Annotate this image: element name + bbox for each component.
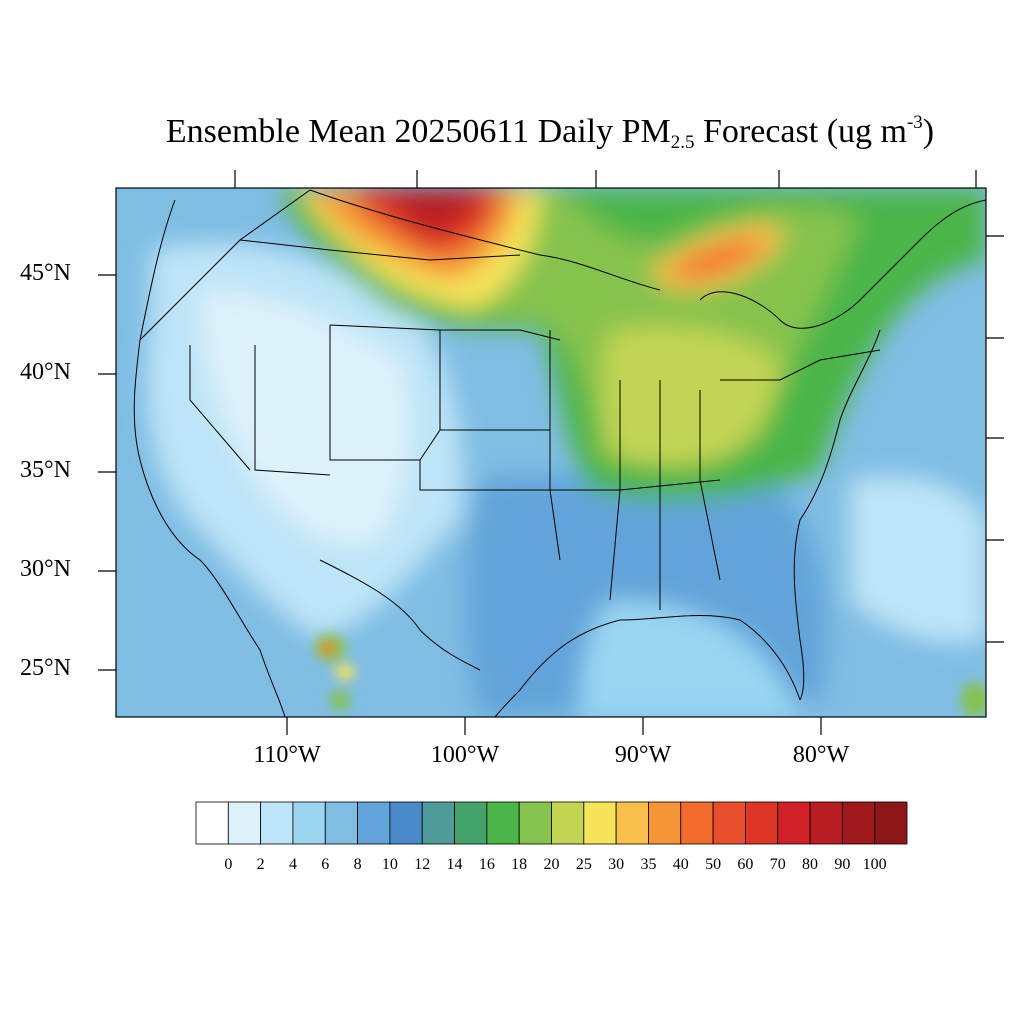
lat-label-45: 45°N (20, 260, 71, 286)
colorbar-box-17 (745, 801, 779, 845)
colorbar-label-16: 60 (737, 856, 754, 873)
colorbar-label-1: 2 (256, 856, 265, 873)
colorbar-label-4: 8 (353, 856, 362, 873)
colorbar-box-6 (389, 801, 423, 845)
lon-label-90: 90°W (614, 742, 672, 768)
right-ticks (986, 235, 1004, 643)
colorbar-box-18 (777, 801, 811, 845)
colorbar-box-16 (712, 801, 746, 845)
colorbar-label-13: 35 (640, 856, 657, 873)
colorbar-label-17: 70 (769, 856, 786, 873)
boundaries (133, 189, 986, 717)
lat-label-25: 25°N (20, 655, 71, 681)
lat-label-40: 40°N (20, 359, 71, 385)
colorbar-box-2 (260, 801, 294, 845)
colorbar-label-10: 20 (543, 856, 560, 873)
top-ticks (234, 170, 977, 188)
colorbar-box-7 (421, 801, 455, 845)
lon-label-80: 80°W (792, 742, 850, 768)
colorbar-label-18: 80 (802, 856, 819, 873)
bottom-ticks (286, 717, 822, 735)
colorbar-box-0 (195, 801, 229, 845)
colorbar-label-5: 10 (381, 856, 398, 873)
colorbar-label-2: 4 (288, 856, 297, 873)
lat-label-30: 30°N (20, 556, 71, 582)
colorbar-label-20: 100 (862, 856, 887, 873)
pm25-field (116, 188, 986, 717)
colorbar-label-0: 0 (224, 856, 233, 873)
colorbar-box-21 (874, 801, 908, 845)
colorbar-label-3: 6 (321, 856, 330, 873)
colorbar-box-5 (357, 801, 391, 845)
colorbar-box-20 (841, 801, 876, 845)
colorbar-box-8 (454, 801, 488, 845)
colorbar-box-11 (551, 801, 585, 845)
lat-label-35: 35°N (20, 457, 71, 483)
colorbar-label-7: 14 (446, 856, 463, 873)
colorbar-label-9: 18 (511, 856, 528, 873)
colorbar-box-1 (227, 801, 262, 845)
colorbar-box-9 (486, 801, 520, 845)
colorbar-box-15 (680, 801, 714, 845)
lon-label-100: 100°W (430, 742, 500, 768)
colorbar-label-6: 12 (414, 856, 431, 873)
colorbar-box-3 (292, 801, 326, 845)
colorbar-label-15: 50 (705, 856, 722, 873)
colorbar-box-19 (809, 801, 843, 845)
colorbar-label-19: 90 (834, 856, 851, 873)
colorbar-label-11: 25 (575, 856, 592, 873)
map-frame (115, 187, 987, 718)
colorbar-label-12: 30 (608, 856, 625, 873)
colorbar-label-8: 16 (478, 856, 495, 873)
colorbar-box-4 (324, 801, 358, 845)
colorbar-box-13 (615, 801, 649, 845)
colorbar-box-10 (518, 801, 552, 845)
colorbar-box-14 (648, 801, 682, 845)
left-ticks (98, 274, 116, 671)
colorbar-box-12 (583, 801, 617, 845)
chart-title: Ensemble Mean 20250611 Daily PM2.5 Forec… (165, 112, 935, 153)
colorbar-label-14: 40 (672, 856, 689, 873)
lon-label-110: 110°W (253, 742, 321, 768)
